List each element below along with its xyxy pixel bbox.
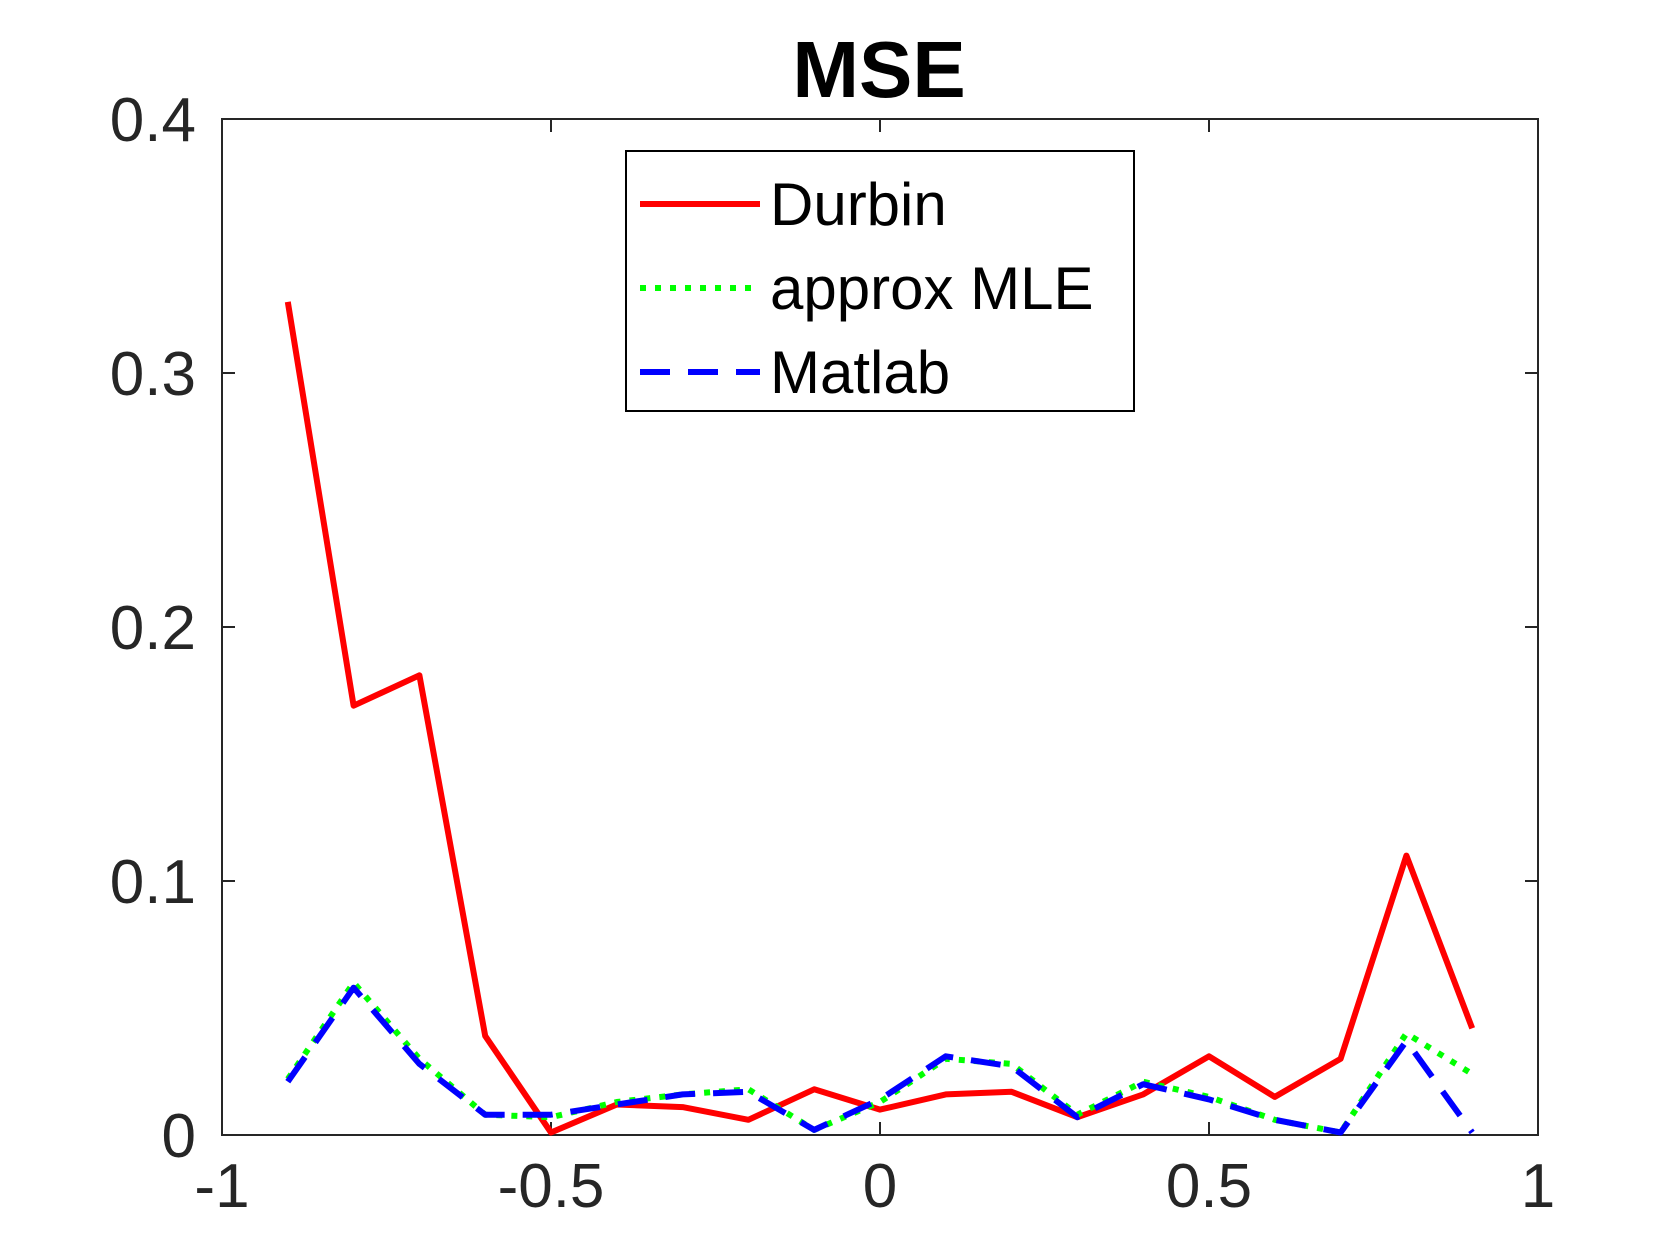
series-line-durbin bbox=[284, 301, 1476, 1136]
y-tick-label: 0.4 bbox=[110, 86, 196, 155]
legend-label: Matlab bbox=[770, 339, 950, 406]
legend-label: Durbin bbox=[770, 171, 947, 238]
y-tick-label: 0 bbox=[162, 1102, 196, 1171]
x-tick-label: 0.5 bbox=[1166, 1152, 1252, 1221]
legend: Durbin approx MLE Matlab bbox=[625, 150, 1135, 412]
y-tick-label: 0.1 bbox=[110, 848, 196, 917]
x-tick-label: -0.5 bbox=[498, 1152, 605, 1221]
legend-label: approx MLE bbox=[770, 255, 1094, 322]
x-tick-label: 0 bbox=[863, 1152, 897, 1221]
y-tick-label: 0.2 bbox=[110, 594, 196, 663]
x-tick-label: -1 bbox=[194, 1152, 249, 1221]
y-tick-label: 0.3 bbox=[110, 340, 196, 409]
axis-tick-labels: -1 -0.5 0 0.5 1 0 0.1 0.2 0.3 0.4 bbox=[110, 86, 1555, 1221]
series-line-matlab bbox=[285, 984, 1475, 1136]
series-layer bbox=[284, 301, 1476, 1136]
axis-ticks bbox=[221, 118, 1539, 1136]
x-tick-label: 1 bbox=[1521, 1152, 1555, 1221]
legend-box bbox=[625, 150, 1135, 412]
chart-title: MSE bbox=[792, 25, 965, 114]
